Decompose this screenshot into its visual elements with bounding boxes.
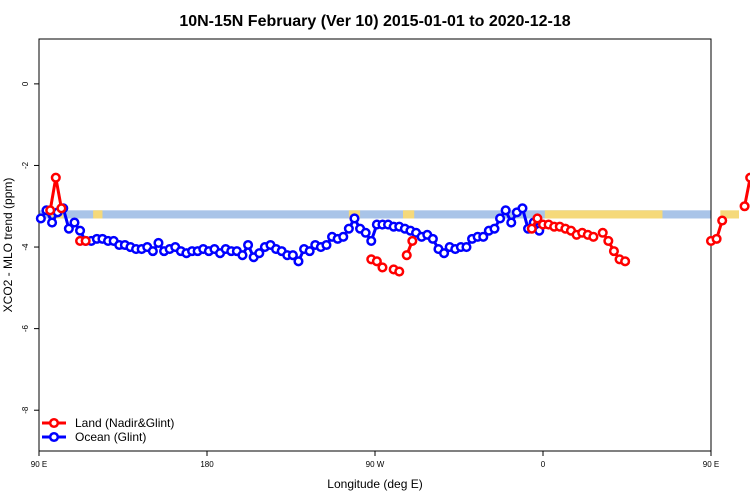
ocean-point — [349, 213, 360, 224]
series-land — [45, 172, 750, 277]
land-point — [394, 266, 405, 277]
land-point — [608, 246, 619, 257]
land-band-segment — [403, 210, 415, 219]
ocean-point — [439, 248, 450, 259]
ocean-point — [360, 227, 371, 238]
land-point — [407, 235, 418, 246]
land-band-segment — [720, 210, 739, 219]
ocean-point — [343, 223, 354, 234]
land-point — [371, 256, 382, 267]
x-tick-label: 180 — [200, 460, 214, 469]
ocean-point — [506, 217, 517, 228]
y-tick-label: -2 — [21, 161, 30, 169]
ocean-point — [63, 223, 74, 234]
ocean-point — [500, 205, 511, 216]
ocean-point — [47, 217, 58, 228]
land-point — [588, 231, 599, 242]
land-point — [717, 215, 728, 226]
ocean-point — [478, 231, 489, 242]
chart-title: 10N-15N February (Ver 10) 2015-01-01 to … — [179, 13, 570, 30]
land-point — [597, 227, 608, 238]
land-point — [45, 205, 56, 216]
land-point — [745, 172, 750, 183]
ocean-point — [75, 225, 86, 236]
ocean-point — [153, 237, 164, 249]
land-band-segment — [93, 210, 103, 219]
land-point — [50, 172, 61, 183]
ocean-point — [495, 213, 506, 224]
legend: Land (Nadir&Glint)Ocean (Glint) — [42, 416, 174, 444]
ocean-point — [517, 203, 528, 214]
y-tick-label: -6 — [21, 325, 30, 333]
x-tick-label: 90 W — [366, 460, 385, 469]
y-tick-label: -4 — [21, 243, 30, 251]
x-tick-label: 90 E — [703, 460, 719, 469]
land-point — [711, 233, 722, 244]
legend-marker — [48, 417, 60, 429]
ocean-point — [304, 246, 315, 257]
x-tick-label: 0 — [541, 460, 546, 469]
ocean-band — [39, 210, 711, 219]
ocean-point — [287, 250, 298, 261]
land-point — [526, 223, 537, 234]
land-point — [401, 250, 412, 261]
y-tick-label: 0 — [21, 81, 30, 86]
x-axis-label: Longitude (deg E) — [327, 477, 422, 491]
ocean-point — [69, 217, 80, 228]
ocean-point — [489, 223, 500, 234]
ocean-point — [243, 239, 254, 251]
ocean-point — [254, 248, 265, 259]
ocean-point — [321, 239, 332, 251]
land-point — [80, 235, 91, 246]
x-tick-label: 90 E — [31, 460, 47, 469]
land-point — [56, 203, 67, 214]
y-axis-label: XCO2 - MLO trend (ppm) — [1, 178, 15, 313]
ocean-point — [366, 235, 377, 246]
ocean-point — [35, 213, 46, 224]
land-point — [739, 201, 750, 212]
legend-label: Ocean (Glint) — [75, 430, 146, 444]
legend-label: Land (Nadir&Glint) — [75, 416, 174, 430]
ocean-point — [338, 231, 349, 242]
ocean-point — [237, 250, 248, 261]
ocean-point — [147, 246, 158, 257]
ocean-point — [461, 241, 472, 253]
ocean-point — [293, 256, 304, 267]
land-point — [620, 256, 631, 267]
ocean-point — [427, 233, 438, 244]
land-point — [532, 213, 543, 224]
plot-area: 0 -2 -4 -6 -8 90 E 180 90 W 0 90 E — [21, 38, 750, 469]
land-point — [377, 262, 388, 273]
land-point — [603, 235, 614, 246]
land-line — [743, 177, 750, 207]
y-tick-label: -8 — [21, 406, 30, 414]
land-band-segment — [544, 210, 663, 219]
legend-marker — [48, 431, 60, 443]
